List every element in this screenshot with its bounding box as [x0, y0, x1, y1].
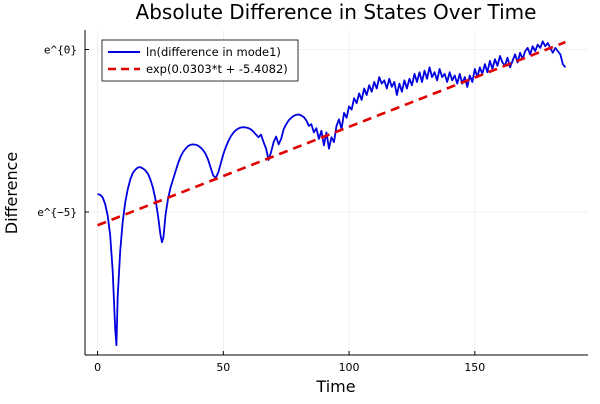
- x-tick-label-0: 0: [94, 361, 101, 374]
- y-tick-label-1: e^{−5}: [37, 206, 77, 219]
- x-axis-label: Time: [315, 377, 355, 396]
- x-tick-label-1: 50: [216, 361, 230, 374]
- legend-box: [101, 39, 299, 82]
- series-line-difference-mode1: [97, 40, 567, 347]
- axes: [84, 30, 588, 356]
- y-tick-label-0: e^{0}: [44, 44, 77, 57]
- x-tick-label-2: 100: [339, 361, 360, 374]
- series-lines: [97, 40, 567, 347]
- legend-label-series-2: exp(0.0303*t + -5.4082): [146, 62, 288, 76]
- legend-label-series-1: ln(difference in mode1): [146, 45, 281, 59]
- y-axis-label: Difference: [2, 152, 21, 234]
- tick-labels: 0 50 100 150 e^{0} e^{−5}: [37, 44, 485, 375]
- chart-title: Absolute Difference in States Over Time: [136, 0, 537, 24]
- x-tick-label-3: 150: [464, 361, 485, 374]
- series-line-exp-fit: [97, 40, 566, 227]
- legend: ln(difference in mode1) exp(0.0303*t + -…: [101, 39, 299, 82]
